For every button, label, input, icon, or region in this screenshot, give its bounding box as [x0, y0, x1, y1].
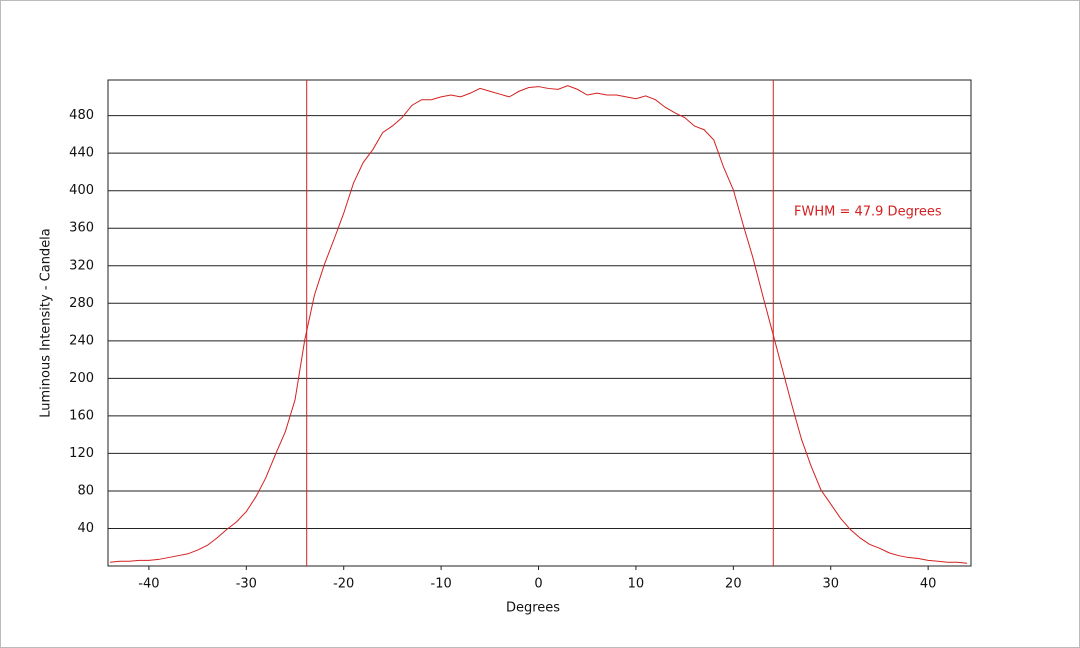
- x-tick-label: -30: [236, 577, 257, 592]
- y-tick-label: 160: [69, 408, 94, 423]
- y-tick-label: 320: [69, 258, 94, 273]
- x-tick-label: 0: [534, 577, 542, 592]
- y-tick-label: 40: [77, 521, 94, 536]
- y-tick-label: 120: [69, 446, 94, 461]
- y-tick-label: 200: [69, 371, 94, 386]
- x-tick-label: -10: [431, 577, 452, 592]
- y-axis-label: Luminous Intensity - Candela: [39, 228, 54, 418]
- y-tick-label: 360: [69, 221, 94, 236]
- y-tick-label: 440: [69, 146, 94, 161]
- x-tick-label: 40: [920, 577, 937, 592]
- y-tick-label: 400: [69, 183, 94, 198]
- x-tick-label: -20: [333, 577, 354, 592]
- y-tick-label: 240: [69, 333, 94, 348]
- x-tick-label: -40: [138, 577, 159, 592]
- plot-area: [107, 79, 972, 567]
- x-tick-label: 30: [822, 577, 839, 592]
- x-tick-label: 20: [725, 577, 742, 592]
- y-tick-label: 80: [77, 483, 94, 498]
- y-tick-label: 480: [69, 108, 94, 123]
- annotation: FWHM = 47.9 Degrees: [794, 205, 942, 220]
- x-tick-label: 10: [628, 577, 645, 592]
- x-axis-label: Degrees: [506, 601, 560, 616]
- y-tick-label: 280: [69, 296, 94, 311]
- intensity-line: [109, 85, 968, 564]
